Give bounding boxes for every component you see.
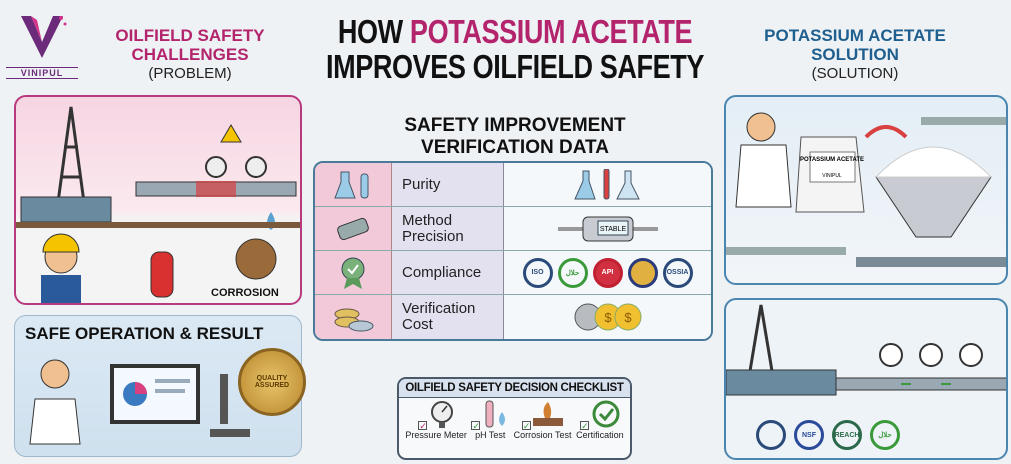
table-row: Method Precision STABLE: [315, 207, 711, 251]
api-badge: API: [592, 257, 623, 288]
reach-badge: REACH: [832, 420, 862, 450]
decision-checklist: OILFIELD SAFETY DECISION CHECKLIST ✓ Pre…: [397, 377, 632, 460]
table-row: Purity: [315, 163, 711, 207]
checkbox-checked-icon[interactable]: ✓: [580, 421, 590, 432]
logo-v-icon: [21, 16, 67, 58]
problem-header: OILFIELD SAFETY CHALLENGES (PROBLEM): [115, 26, 265, 82]
oil-rig-illustration: [16, 106, 300, 303]
table-row: Compliance ISO حلال API OSSIA: [315, 251, 711, 295]
meter-icon: [337, 217, 369, 240]
corrosion-icon: [533, 402, 564, 426]
bag-brand: VINIPUL: [822, 173, 842, 179]
verification-title: SAFETY IMPROVEMENT VERIFICATION DATA: [404, 115, 626, 158]
lab-glassware-icon: [573, 168, 640, 199]
checklist-item[interactable]: ✓ pH Test: [471, 400, 509, 440]
page-title: HOW POTASSIUM ACETATE IMPROVES OILFIELD …: [325, 13, 705, 85]
bag-label: POTASSIUM ACETATE: [800, 157, 864, 163]
table-row: Verification Cost $ $: [315, 295, 711, 339]
flask-icon: [334, 171, 369, 198]
checkbox-checked-icon[interactable]: ✓: [471, 421, 481, 432]
checklist-item[interactable]: ✓ Corrosion Test: [514, 400, 572, 440]
pressure-gauge-icon: [430, 401, 453, 428]
solution-panel: POTASSIUM ACETATE VINIPUL: [724, 95, 1008, 285]
quality-assured-seal: QUALITY ASSURED: [238, 348, 306, 416]
solution-header: POTASSIUM ACETATE SOLUTION (SOLUTION): [764, 26, 946, 82]
result-panel: NSF REACH حلال: [724, 298, 1008, 460]
svg-text:$: $: [604, 310, 612, 325]
verification-table: Purity Method Precision STABLE Complianc…: [313, 161, 713, 341]
problem-panel: CORROSION: [14, 95, 302, 305]
checklist-item[interactable]: ✓ Certification: [576, 400, 624, 440]
checklist-item[interactable]: ✓ Pressure Meter: [405, 400, 467, 440]
coins-icon: [334, 308, 374, 332]
certification-badge: [627, 257, 658, 288]
halal-badge: حلال: [557, 257, 588, 288]
svg-text:$: $: [624, 310, 632, 325]
technician-computer-illustration: [29, 359, 250, 445]
certification-check-icon: [592, 400, 620, 428]
certification-badge: [756, 420, 786, 450]
checkbox-checked-icon[interactable]: ✓: [521, 421, 531, 432]
precision-meter-icon: STABLE: [557, 216, 658, 241]
iso-badge: ISO: [522, 257, 553, 288]
dollar-coins-icon: $ $: [574, 303, 641, 331]
logo: VINIPUL: [6, 12, 78, 79]
chemist-hopper-illustration: POTASSIUM ACETATE VINIPUL: [726, 112, 1006, 267]
checkbox-checked-icon[interactable]: ✓: [418, 421, 428, 432]
halal-badge: حلال: [870, 420, 900, 450]
pipeline-illustration: [726, 304, 1006, 396]
ossia-badge: OSSIA: [662, 257, 693, 288]
test-tube-icon: [485, 400, 505, 428]
meter-display: STABLE: [599, 226, 626, 233]
award-icon: [341, 257, 365, 289]
nsf-badge: NSF: [794, 420, 824, 450]
